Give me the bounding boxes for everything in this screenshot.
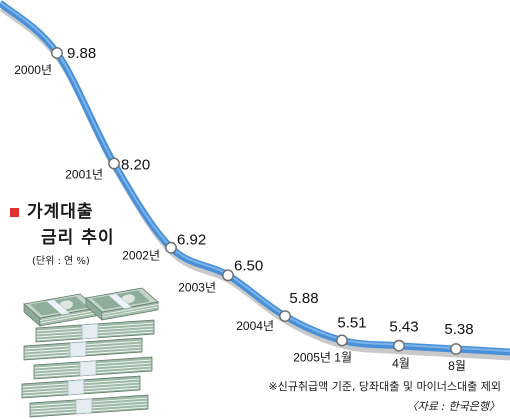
unit-label: (단위 : 연 %) xyxy=(32,256,90,267)
value-label-2: 6.92 xyxy=(177,232,206,249)
category-label-0: 2000년 xyxy=(14,63,52,77)
value-label-5: 5.51 xyxy=(337,314,366,331)
data-point-6 xyxy=(393,339,405,352)
bill-bundle-top xyxy=(85,287,159,321)
category-label-7: 8월 xyxy=(448,359,466,373)
value-label-4: 5.88 xyxy=(289,290,318,307)
data-point-0 xyxy=(51,47,63,59)
data-point-3 xyxy=(222,269,234,282)
chart-title-block: 가계대출 금리 추이 (단위 : 연 %) xyxy=(0,0,160,280)
value-label-1: 8.20 xyxy=(121,157,150,174)
data-point-1 xyxy=(108,157,120,170)
data-point-4 xyxy=(279,310,291,322)
bill-bundle xyxy=(21,375,141,399)
category-label-1: 2001년 xyxy=(65,168,103,182)
data-point-2 xyxy=(165,241,177,254)
chart-title-line-1: 가계대출 xyxy=(27,202,94,222)
category-label-6: 4월 xyxy=(392,357,410,371)
bill-bundle xyxy=(33,356,153,380)
chart-title-line-2: 금리 추이 xyxy=(41,228,115,248)
value-label-6: 5.43 xyxy=(389,319,418,336)
bill-bundle-top xyxy=(23,293,97,327)
red-square-icon xyxy=(10,208,19,217)
data-point-5 xyxy=(336,334,348,347)
source-note: 〈자료 : 한국은행〉 xyxy=(406,400,500,413)
category-label-4: 2004년 xyxy=(236,319,274,333)
bill-bundle xyxy=(29,394,149,418)
value-label-0: 9.88 xyxy=(67,45,96,62)
category-label-2: 2002년 xyxy=(122,249,160,263)
category-label-3: 2003년 xyxy=(178,280,216,294)
data-point-7 xyxy=(450,343,462,355)
money-stack-illustration xyxy=(21,287,159,418)
data-marks-layer: 9.88 2000년 8.20 2001년 6.92 2002년 6.50 2003년 5.88… xyxy=(14,45,473,373)
value-label-3: 6.50 xyxy=(234,257,263,274)
category-label-5: 2005년 1월 xyxy=(293,350,352,364)
value-label-7: 5.38 xyxy=(444,321,473,338)
footnote: ※신규취급액 기준, 당좌대출 및 마이너스대출 제외 xyxy=(268,380,501,393)
